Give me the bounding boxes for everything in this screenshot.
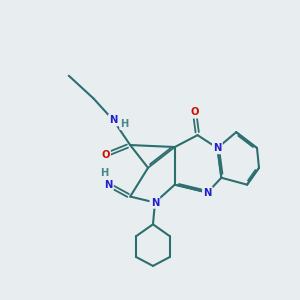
Text: O: O bbox=[101, 150, 110, 160]
Text: N: N bbox=[203, 188, 212, 198]
Text: H: H bbox=[100, 168, 108, 178]
Text: O: O bbox=[190, 107, 199, 117]
Text: N: N bbox=[104, 180, 112, 190]
Text: N: N bbox=[109, 115, 118, 125]
Text: N: N bbox=[213, 143, 222, 153]
Text: N: N bbox=[151, 197, 159, 208]
Text: H: H bbox=[121, 119, 129, 129]
